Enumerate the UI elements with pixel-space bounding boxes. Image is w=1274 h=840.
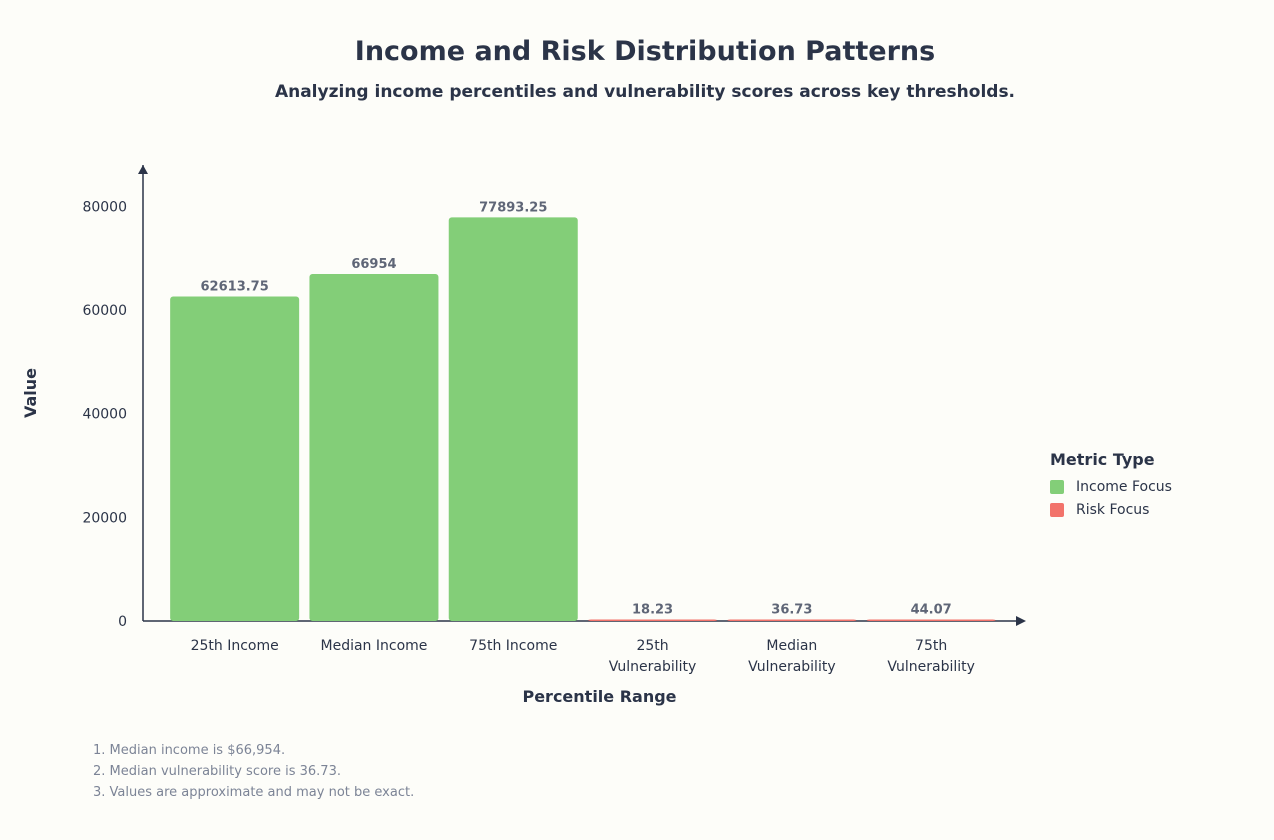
x-tick-label-3-0: 25th [636,638,668,654]
legend-swatch-income-focus [1050,480,1064,494]
bar-value-label-4: 36.73 [771,603,812,618]
bar-2 [448,217,578,621]
bar-1 [309,274,439,621]
bar-chart: 0 20000 40000 60000 80000 62613.75 25th Income… [21,165,1026,706]
legend-label-income-focus: Income Focus [1076,479,1172,495]
bar-0 [170,296,300,621]
x-tick-label-0-0: 25th Income [191,638,279,654]
bar-value-label-1: 66954 [351,257,396,272]
x-tick-label-4-0: Median [766,638,817,654]
x-tick-label-4-1: Vulnerability [748,659,836,675]
bar-3 [588,619,718,621]
x-axis-title: Percentile Range [522,687,676,706]
legend: Metric Type Income Focus Risk Focus [1050,450,1172,525]
bar-value-label-5: 44.07 [911,603,952,618]
footnote-1: 1. Median income is $66,954. [93,743,286,758]
legend-item-risk-focus: Risk Focus [1050,502,1172,518]
x-tick-label-3-1: Vulnerability [609,659,697,675]
legend-swatch-risk-focus [1050,503,1064,517]
footnote-3: 3. Values are approximate and may not be… [93,785,415,800]
y-tick-label-0: 0 [118,614,127,630]
y-axis-arrow [138,165,148,174]
chart-title: Income and Risk Distribution Patterns [354,36,936,67]
bar-value-label-3: 18.23 [632,603,673,618]
x-tick-label-5-0: 75th [915,638,947,654]
x-tick-label-1-0: Median Income [321,638,428,654]
y-tick-label-3: 60000 [82,303,127,319]
chart-subtitle: Analyzing income percentiles and vulnera… [274,82,1016,102]
x-axis-arrow [1016,616,1026,626]
bar-4 [727,619,857,621]
y-tick-label-1: 20000 [82,510,127,526]
bar-value-label-2: 77893.25 [479,200,547,215]
legend-item-income-focus: Income Focus [1050,479,1172,495]
bar-5 [866,619,996,621]
legend-title: Metric Type [1050,450,1155,469]
y-tick-label-2: 40000 [82,407,127,423]
x-tick-label-5-1: Vulnerability [887,659,975,675]
footnotes: 1. Median income is $66,954. 2. Median v… [93,740,414,803]
bar-value-label-0: 62613.75 [201,280,269,295]
y-axis-title: Value [21,368,40,418]
x-tick-label-2-0: 75th Income [469,638,557,654]
legend-label-risk-focus: Risk Focus [1076,502,1150,518]
y-tick-label-4: 80000 [82,199,127,215]
footnote-2: 2. Median vulnerability score is 36.73. [93,764,341,779]
